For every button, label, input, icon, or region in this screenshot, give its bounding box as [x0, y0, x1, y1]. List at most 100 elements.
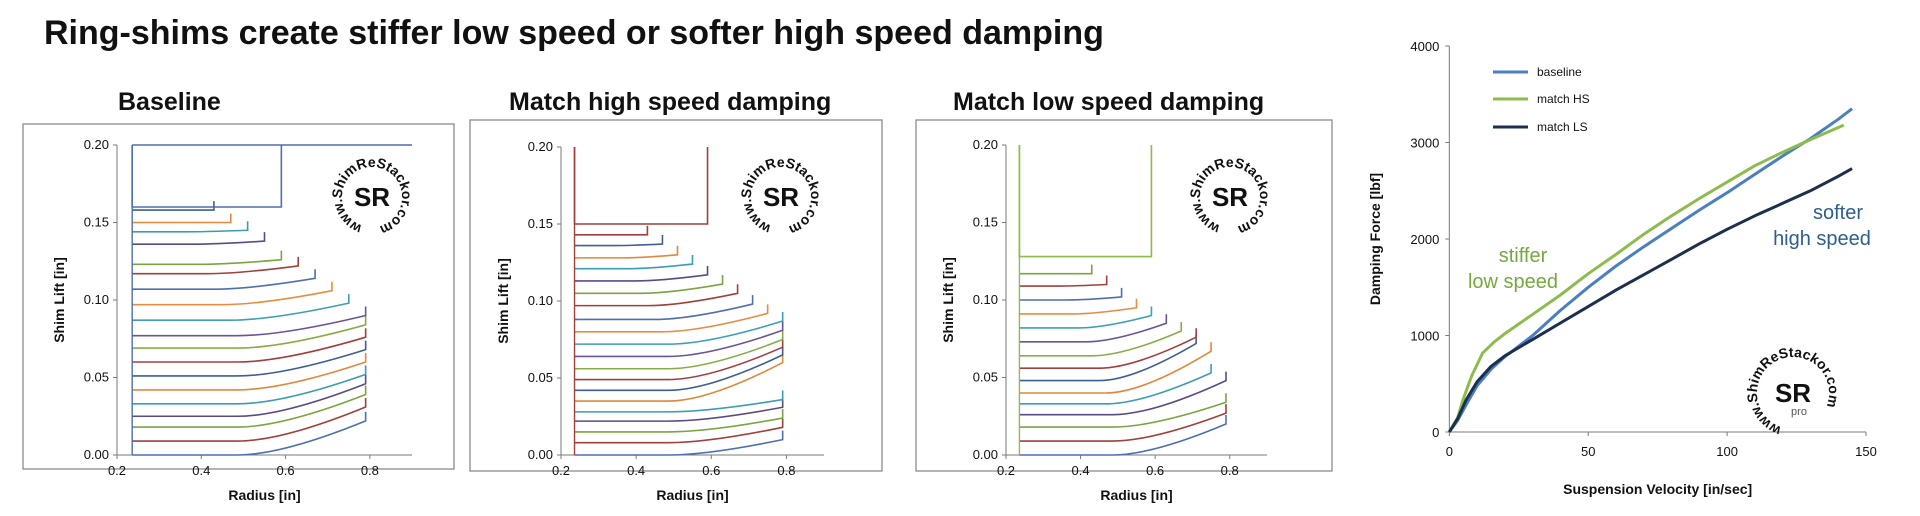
panel-title-match-low-speed: Match low speed damping [953, 88, 1265, 116]
shim-profile [1019, 264, 1093, 275]
shim-profile [1019, 287, 1123, 301]
shim-profile [132, 374, 367, 418]
shim-profile [1019, 415, 1227, 456]
shim-profile [574, 430, 784, 456]
watermark-logo: SR [1212, 182, 1248, 212]
shim-profile [1019, 275, 1108, 287]
x-tick-label: 0.2 [108, 463, 126, 478]
shim-profile [132, 315, 367, 349]
shim-profile [132, 256, 300, 275]
shim-profile [574, 295, 754, 321]
annotation-softer: softer [1813, 202, 1863, 224]
x-tick-label: 0.4 [1072, 463, 1090, 478]
y-tick-label: 0.20 [973, 137, 998, 152]
x-tick-label: 0.8 [361, 463, 379, 478]
y-tick-label: 2000 [1410, 232, 1439, 247]
y-tick-label: 0.15 [84, 215, 109, 230]
x-tick-label: 150 [1855, 444, 1877, 459]
y-tick-label: 4000 [1410, 39, 1439, 54]
shim-profile [574, 235, 664, 247]
shim-profile [1019, 404, 1227, 442]
shim-profile [132, 385, 367, 428]
main-title: Ring-shims create stiffer low speed or s… [44, 14, 1104, 52]
shim-profile [574, 225, 649, 236]
x-tick-label: 50 [1581, 444, 1595, 459]
shim-profile [132, 281, 333, 306]
shim-profile [132, 232, 266, 245]
series-line-match-HS [1448, 123, 1845, 433]
panel-title-baseline: Baseline [118, 88, 221, 116]
shim-profile [132, 306, 367, 337]
shim-profile [132, 340, 367, 377]
chart-frame [22, 123, 455, 470]
x-tick-label: 0.6 [702, 463, 720, 478]
x-axis-label: Suspension Velocity [in/sec] [1563, 481, 1752, 497]
y-tick-label: 3000 [1410, 136, 1439, 151]
y-tick-label: 0.10 [528, 293, 553, 308]
shim-profile [574, 390, 784, 413]
shim-profile [1019, 334, 1197, 382]
shim-profile [574, 245, 679, 259]
shim-profile [132, 397, 367, 442]
x-tick-label: 0.6 [1146, 463, 1164, 478]
shim-profile [574, 418, 784, 444]
legend-label: baseline [1537, 65, 1582, 79]
watermark-pro: pro [1791, 406, 1807, 418]
annotation-high-speed: high speed [1773, 228, 1871, 250]
shim-profile [1019, 371, 1227, 416]
x-tick-label: 100 [1716, 444, 1738, 459]
x-axis-label: Radius [in] [1100, 487, 1172, 503]
shim-profile [574, 275, 724, 295]
x-tick-label: 0.6 [277, 463, 295, 478]
shim-profile [1019, 328, 1197, 369]
series-line-match-LS [1448, 167, 1853, 433]
shim-profile [574, 255, 694, 270]
y-tick-label: 0.10 [84, 292, 109, 307]
shim-profile [574, 330, 784, 370]
y-tick-label: 0.00 [528, 447, 553, 462]
y-tick-label: 0.05 [84, 370, 109, 385]
y-tick-label: 0.15 [973, 215, 998, 230]
y-tick-label: 0 [1432, 425, 1439, 440]
chart-frame [915, 119, 1333, 472]
annotation-low-speed: low speed [1468, 271, 1558, 293]
shim-profile [574, 338, 784, 381]
x-tick-label: 0.4 [192, 463, 210, 478]
shim-profile [132, 353, 367, 391]
y-axis-label: Shim Lift [in] [51, 257, 67, 343]
shim-profile [574, 304, 769, 333]
shim-profile [132, 294, 350, 321]
shim-profile [1019, 363, 1212, 405]
shim-profile [132, 213, 232, 224]
annotation-stiffer: stiffer [1499, 245, 1548, 267]
shim-profile [574, 398, 784, 422]
shim-profile [1019, 314, 1168, 343]
x-tick-label: 0.2 [997, 463, 1015, 478]
x-axis-label: Radius [in] [228, 487, 300, 503]
radius-chart-0: 0.00 0.05 0.10 0.15 0.20 0.2 0.4 0.6 0.8 Radius [… [22, 123, 455, 503]
y-tick-label: 0.20 [528, 139, 553, 154]
shim-profile [132, 365, 367, 405]
y-axis-label: Shim Lift [in] [495, 258, 511, 344]
shim-profile [1019, 342, 1212, 394]
shim-profile [574, 265, 709, 282]
panel-title-match-high-speed: Match high speed damping [509, 88, 832, 116]
x-axis-label: Radius [in] [656, 487, 728, 503]
shim-profile [132, 201, 215, 211]
damping-force-chart: 0 1000 2000 3000 4000 0 50 100 150 Suspension Vel… [1367, 39, 1877, 497]
shim-profile [132, 250, 283, 266]
y-tick-label: 0.05 [973, 370, 998, 385]
y-tick-label: 0.00 [84, 447, 109, 462]
y-tick-label: 0.00 [973, 447, 998, 462]
shim-profile [574, 321, 784, 358]
shim-profile [132, 411, 367, 456]
shim-profile [132, 221, 249, 233]
y-tick-label: 0.10 [973, 292, 998, 307]
shim-profile [574, 409, 784, 433]
y-tick-label: 0.05 [528, 370, 553, 385]
watermark-logo: SR [1775, 378, 1811, 408]
y-axis-label: Damping Force [lbf] [1367, 173, 1383, 305]
x-tick-label: 0.4 [627, 463, 645, 478]
shim-profile [1019, 322, 1183, 357]
